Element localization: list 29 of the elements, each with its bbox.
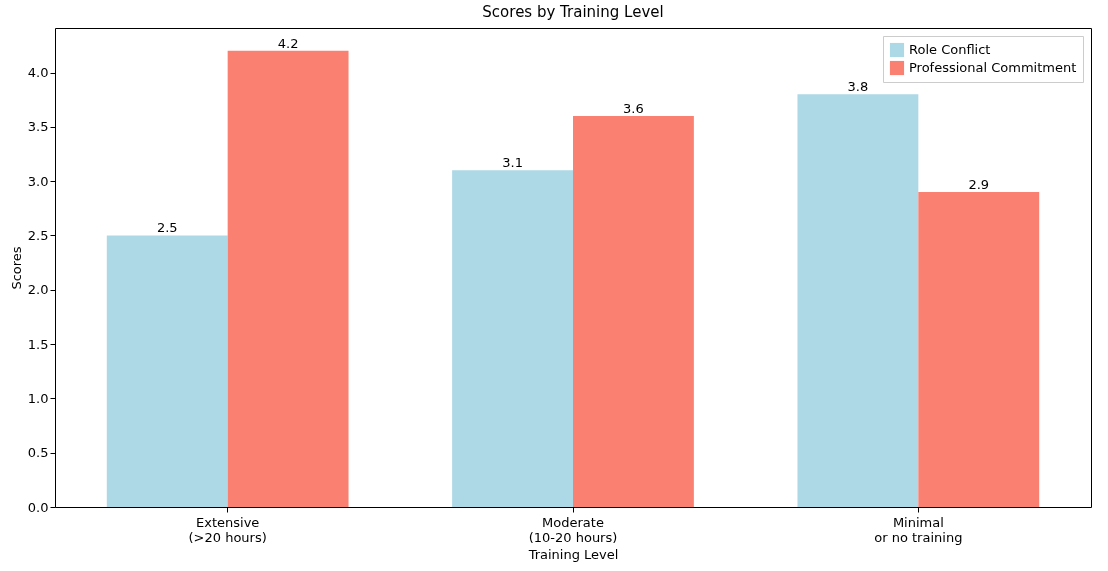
data-label: 2.5	[156, 220, 178, 236]
bar	[573, 115, 694, 507]
data-label: 4.2	[277, 35, 299, 51]
x-axis-title: Training Level	[527, 546, 619, 562]
y-tick-label: 0.5	[27, 445, 49, 461]
y-tick-label: 1.5	[27, 336, 49, 352]
y-axis-title: Scores	[8, 246, 24, 290]
bar	[452, 170, 573, 507]
data-label: 3.1	[502, 155, 523, 171]
data-label: 2.9	[968, 177, 990, 193]
x-tick-label: Extensive (>20 hours)	[188, 514, 267, 545]
legend-label: Role Conflict	[909, 42, 991, 57]
bar	[918, 192, 1040, 507]
chart-title: Scores by Training Level	[482, 3, 664, 21]
y-tick-label: 4.0	[27, 65, 49, 81]
data-label: 3.6	[623, 100, 644, 116]
bar	[797, 94, 919, 507]
y-tick-label: 0.0	[27, 499, 49, 515]
x-tick-label: Moderate (10-20 hours)	[528, 514, 618, 545]
data-label: 3.8	[847, 79, 869, 95]
y-tick-label: 3.5	[27, 119, 49, 135]
x-tick-label: Minimal or no training	[874, 514, 963, 545]
bar	[227, 50, 349, 507]
y-tick-label: 2.0	[27, 282, 49, 298]
y-tick-label: 2.5	[27, 227, 49, 243]
y-tick-label: 1.0	[27, 390, 49, 406]
legend-label: Professional Commitment	[909, 60, 1077, 75]
y-tick-label: 3.0	[27, 173, 49, 189]
bar	[106, 235, 228, 507]
